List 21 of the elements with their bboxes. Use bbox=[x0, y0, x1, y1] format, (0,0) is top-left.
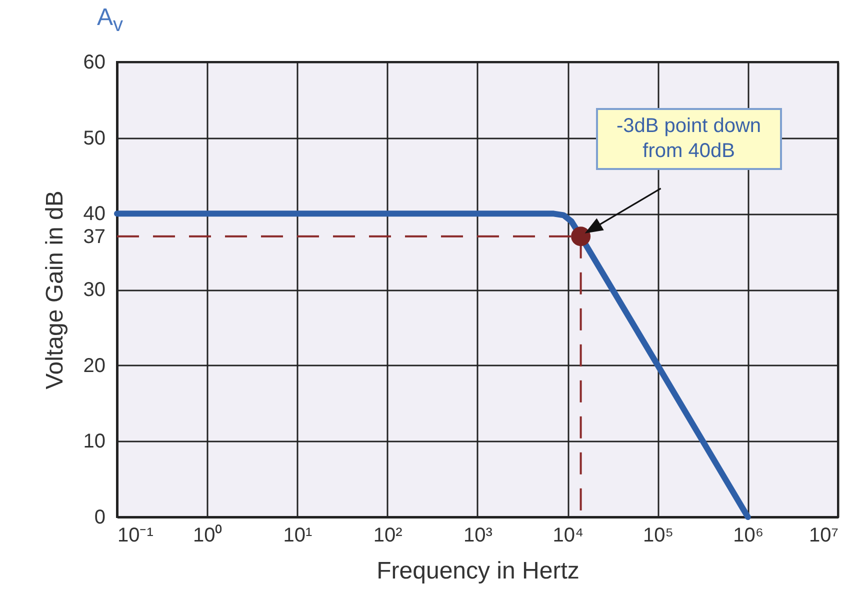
y-axis-title: Voltage Gain in dB bbox=[41, 190, 68, 390]
x-tick-label: 10⁴ bbox=[552, 524, 584, 546]
y-tick-label: 50 bbox=[83, 127, 106, 150]
text: A$_{v}$ bbox=[97, 4, 124, 37]
x-tick-label: 10⁵ bbox=[642, 524, 674, 546]
x-tick-label: 10⁶ bbox=[733, 524, 764, 546]
x-tick-label: 10⁷ bbox=[809, 524, 838, 546]
y-tick-label: 60 bbox=[83, 52, 106, 74]
y-tick-label: 37 bbox=[83, 226, 106, 248]
y-tick-label: 10 bbox=[83, 430, 106, 453]
x-tick-label: 10¹ bbox=[283, 524, 313, 546]
x-tick-label: 10⁻¹ bbox=[118, 524, 154, 546]
y-tick-label: 0 bbox=[94, 506, 106, 528]
x-tick-label: 10² bbox=[373, 524, 403, 546]
y-tick-label: 30 bbox=[83, 279, 106, 301]
x-tick-label: 10³ bbox=[464, 524, 493, 546]
y-tick-label: 20 bbox=[83, 354, 106, 377]
y-tick-label: 40 bbox=[83, 203, 106, 226]
annotation: -3dB point down from 40dB bbox=[596, 108, 782, 170]
x-axis-title: Frequency in Hertz bbox=[376, 558, 580, 584]
x-tick-label: 10⁰ bbox=[193, 524, 222, 546]
